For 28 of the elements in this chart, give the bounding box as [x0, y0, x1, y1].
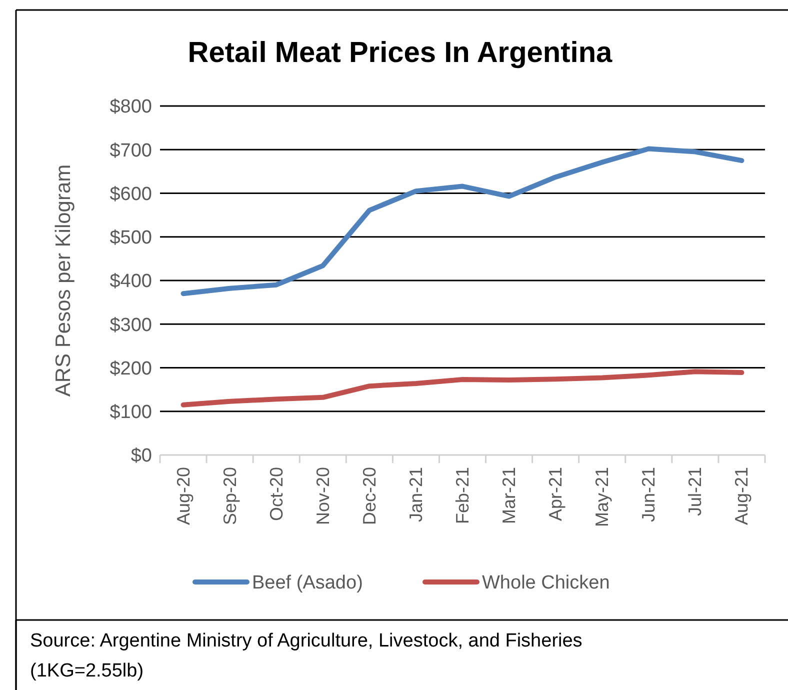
- y-tick-label: $300: [110, 314, 152, 336]
- y-tick-label: $800: [110, 96, 152, 118]
- x-tick-label: Mar-21: [499, 467, 520, 524]
- x-tick-label: Jun-21: [638, 467, 659, 522]
- y-tick-label: $100: [110, 402, 152, 424]
- x-tick-label: Feb-21: [452, 467, 472, 524]
- x-tick-label: May-21: [592, 467, 612, 528]
- text: (1KG=2.55lb): [30, 660, 144, 682]
- x-tick-label: Nov-20: [312, 467, 333, 526]
- y-tick-label: $200: [110, 358, 152, 380]
- y-tick-label: $500: [110, 228, 152, 249]
- x-tick-label: Jan-21: [406, 467, 426, 522]
- y-tick-label: $600: [110, 184, 152, 205]
- legend-label: Beef (Asado): [252, 572, 363, 594]
- x-tick-label: Dec-20: [359, 467, 380, 526]
- x-tick-label: Aug-20: [173, 467, 194, 526]
- source-note: Source: Argentine Ministry of Agriculture, Livestock, and Fisheries: [30, 630, 582, 652]
- x-tick-label: Sep-20: [220, 467, 240, 526]
- x-tick-label: Apr-21: [546, 467, 566, 522]
- x-tick-label: Oct-20: [266, 467, 286, 522]
- y-tick-label: $0: [130, 446, 152, 467]
- y-axis-title: ARS Pesos per Kilogram: [52, 164, 75, 397]
- y-tick-label: $700: [110, 140, 152, 162]
- x-tick-label: Aug-21: [732, 467, 752, 526]
- legend-label: Whole Chicken: [482, 572, 610, 594]
- x-tick-label: Jul-21: [685, 467, 706, 516]
- y-tick-label: $400: [110, 271, 152, 292]
- chart-title: Retail Meat Prices In Argentina: [188, 37, 614, 69]
